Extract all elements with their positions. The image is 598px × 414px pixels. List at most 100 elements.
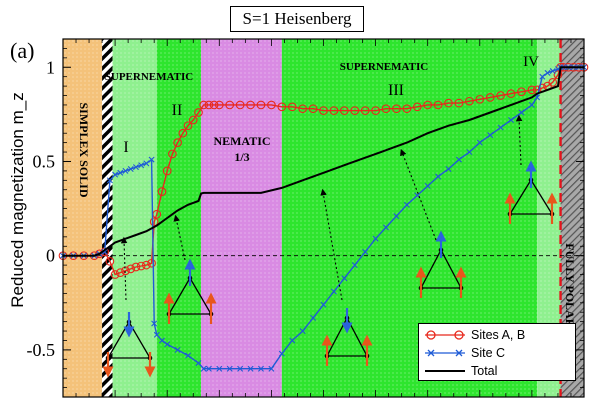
data-point-site-c [487,132,494,139]
data-point-sites-ab [121,266,130,276]
data-point-site-c [549,68,556,75]
data-point-site-c [445,166,452,172]
spin-diagram-I [102,312,156,378]
data-point-sites-ab [412,102,422,112]
data-point-sites-ab [136,261,146,271]
data-point-sites-ab [371,106,380,115]
y-axis-label: Reduced magnetization m_z [8,92,27,308]
legend-label-total: Total [471,364,498,378]
data-point-site-c [341,275,348,282]
data-point-sites-ab [178,128,188,138]
data-point-site-c [195,360,202,367]
data-point-sites-ab [402,104,412,114]
data-point-site-c [362,248,369,255]
phase-label-nematic-fraction: 1/3 [234,150,249,164]
data-point-sites-ab [298,104,308,114]
data-point-site-c [216,365,223,372]
spin-diagram-IV-edges [508,178,554,215]
data-point-site-c [476,139,483,146]
data-point-sites-ab [105,256,115,266]
data-point-sites-ab [214,100,224,110]
data-point-site-c [153,331,160,338]
region-texture-II [156,39,202,397]
data-point-site-c [299,328,306,335]
legend-label-sites-ab: Sites A, B [471,328,526,342]
data-point-site-c [247,365,254,372]
data-point-site-c [164,341,171,348]
data-point-sites-ab [287,102,297,112]
data-point-sites-ab [157,187,167,196]
data-point-site-c [268,365,275,372]
data-point-site-c [497,124,504,131]
data-point-sites-ab [277,102,287,112]
data-point-site-c [351,262,358,269]
legend-swatch-site-c [425,349,465,357]
region-label-IV: IV [523,54,539,70]
data-point-sites-ab [115,268,125,277]
data-point-sites-ab [392,104,401,114]
data-point-sites-ab [173,138,182,147]
spin-diagram-III-right-edges [419,248,463,289]
data-point-sites-ab [553,70,563,80]
region-label-II: II [172,102,183,119]
data-point-site-c [424,182,431,189]
data-point-sites-ab [199,100,209,110]
data-point-sites-ab [381,104,391,114]
data-point-site-c [518,109,525,116]
pointer-III-left [320,188,343,301]
data-point-site-c [117,169,124,176]
data-point-sites-ab [204,100,214,110]
data-point-sites-ab [142,260,151,270]
data-point-site-c [330,288,337,295]
y-tick-label: 0 [46,246,55,266]
data-point-sites-ab [485,93,495,102]
data-point-site-c [132,164,139,171]
data-point-sites-ab [433,100,443,110]
data-point-sites-ab [149,217,159,227]
pointer-I [120,236,128,301]
region-texture-simplex [63,39,103,397]
data-point-site-c [320,301,327,308]
data-point-sites-ab [350,106,360,115]
region-texture-nematic [201,39,282,397]
legend-swatch-sites-ab [425,330,465,340]
data-point-sites-ab [235,100,245,110]
data-point-site-c [403,201,410,208]
data-point-site-c [393,213,400,220]
spin-diagram-III-left-edges [325,316,369,357]
legend-item-sites-ab: Sites A, B [425,326,525,344]
legend-item-total: Total [425,362,497,380]
region-texture-I [112,39,157,397]
data-point-site-c [200,365,207,372]
spin-diagram-III-left [321,308,373,366]
phase-label-simplex: SIMPLEX SOLID [77,102,91,197]
data-point-sites-ab [496,91,505,100]
data-point-site-c [257,365,264,372]
legend-item-site-c: Site C [425,344,505,362]
data-point-site-c [143,160,150,167]
data-point-site-c [159,337,165,344]
data-point-site-c [174,346,181,353]
data-point-site-c [466,149,473,156]
data-point-sites-ab [475,94,485,104]
phase-label-supernematic-right: SUPERNEMATIC [340,61,428,73]
data-point-sites-ab [131,262,141,272]
region-label-I: I [123,139,128,156]
data-point-site-c [539,73,546,80]
data-point-sites-ab [147,258,156,268]
data-point-site-c [122,167,129,174]
data-point-sites-ab [517,87,526,97]
data-point-sites-ab [256,100,266,110]
data-point-sites-ab [548,77,558,87]
legend-swatch-total [425,370,465,372]
data-point-sites-ab [194,108,203,117]
data-point-site-c [289,337,296,344]
data-point-sites-ab [444,98,453,108]
data-point-site-c [106,177,113,184]
region-label-III: III [388,82,404,99]
data-point-site-c [205,365,212,372]
data-point-sites-ab [506,89,516,98]
phase-label-supernematic-left: SUPERNEMATIC [105,71,193,83]
data-point-site-c [226,365,233,372]
